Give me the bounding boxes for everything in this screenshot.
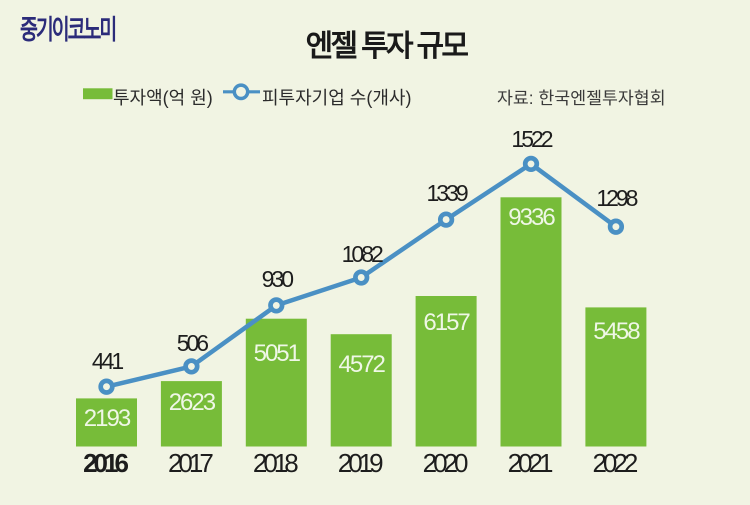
svg-text:9336: 9336	[508, 204, 555, 231]
svg-text:441: 441	[92, 348, 124, 374]
svg-text:2623: 2623	[169, 389, 216, 416]
svg-text:5051: 5051	[254, 340, 301, 367]
svg-text:2021: 2021	[508, 448, 553, 478]
svg-text:930: 930	[262, 266, 294, 292]
svg-text:1522: 1522	[511, 126, 552, 152]
svg-text:5458: 5458	[593, 318, 640, 345]
svg-text:4572: 4572	[339, 351, 386, 378]
svg-text:2016: 2016	[83, 448, 128, 478]
svg-text:2017: 2017	[168, 448, 213, 478]
svg-text:2019: 2019	[338, 448, 383, 478]
svg-text:1339: 1339	[427, 180, 468, 206]
svg-text:1082: 1082	[342, 241, 383, 267]
svg-text:1298: 1298	[596, 185, 637, 211]
svg-text:2020: 2020	[423, 448, 468, 478]
svg-text:2022: 2022	[592, 448, 637, 478]
svg-text:6157: 6157	[423, 309, 470, 336]
svg-text:2018: 2018	[253, 448, 298, 478]
svg-text:2193: 2193	[84, 405, 131, 432]
svg-text:506: 506	[177, 330, 209, 356]
